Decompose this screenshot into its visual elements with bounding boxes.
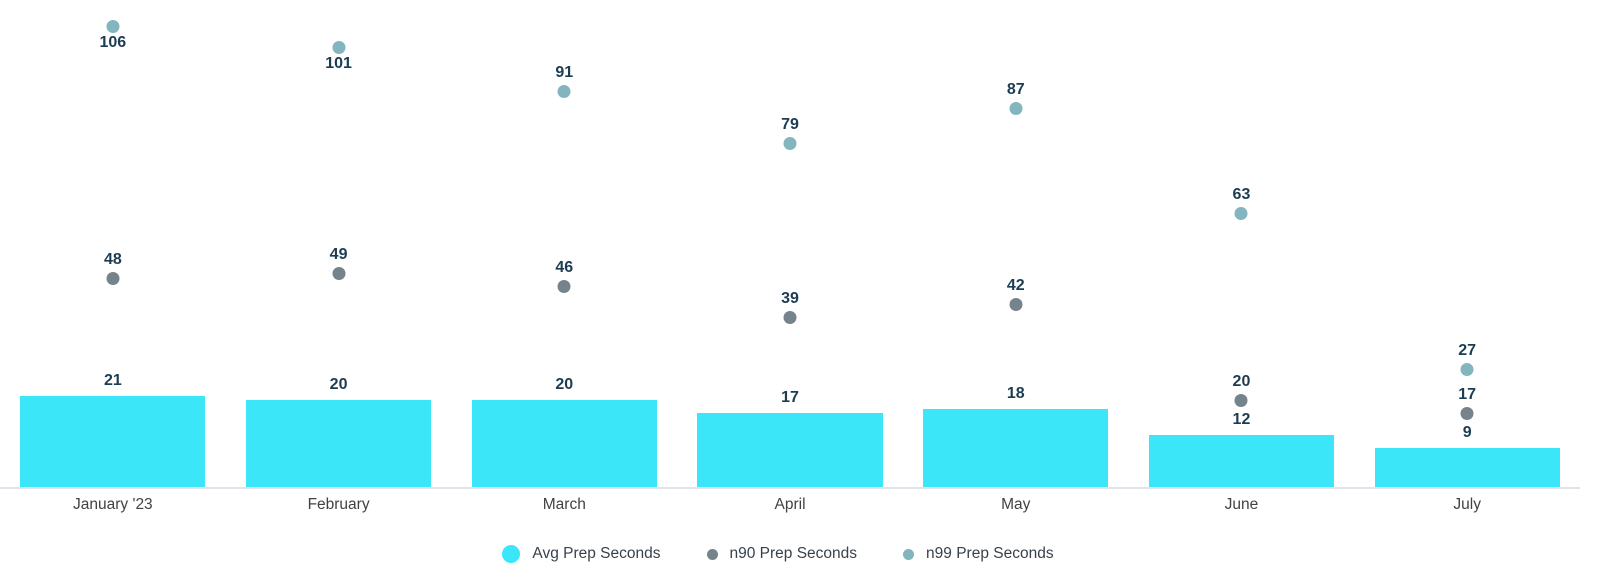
x-axis-label-july: July (1453, 496, 1481, 513)
point-value-label: 63 (1232, 185, 1251, 203)
point-value-label: 106 (99, 33, 127, 51)
dot-n99-prep-seconds-july[interactable] (1460, 363, 1474, 377)
x-axis-label-march: March (542, 496, 586, 513)
dot-n90-prep-seconds-april[interactable] (783, 310, 797, 324)
bar-value-label: 17 (781, 389, 799, 407)
point-value-label: 87 (1006, 81, 1025, 99)
dot-n90-prep-seconds-january-23[interactable] (106, 271, 120, 285)
legend-item-avg-prep-seconds[interactable]: Avg Prep Seconds (502, 545, 661, 563)
chart-column-july: 9 17 27 (1354, 0, 1580, 487)
point-value-label: 101 (325, 55, 352, 73)
dot-n99-prep-seconds-january-23[interactable] (106, 19, 120, 33)
chart-column-february: 20 49 101 (226, 0, 452, 487)
chart-column-april: 17 39 79 (677, 0, 903, 487)
dot-n90-prep-seconds-july[interactable] (1460, 406, 1474, 420)
dot-n90-prep-seconds-march[interactable] (557, 280, 571, 294)
x-axis-label-june: June (1224, 496, 1259, 513)
legend-label-n90-prep-seconds: n90 Prep Seconds (729, 545, 858, 562)
x-axis-label-april: April (774, 496, 806, 513)
bar-value-label: 20 (329, 376, 348, 394)
legend-label-avg-prep-seconds: Avg Prep Seconds (532, 545, 661, 562)
bar-value-label: 21 (103, 371, 122, 389)
bar-avg-prep-seconds-january-23[interactable] (20, 395, 206, 487)
bar-avg-prep-seconds-may[interactable] (923, 408, 1109, 487)
bar-avg-prep-seconds-june[interactable] (1148, 434, 1334, 487)
legend-item-n90-prep-seconds[interactable]: n90 Prep Seconds (706, 545, 858, 563)
point-value-label: 17 (1458, 385, 1477, 403)
point-value-label: 39 (781, 289, 799, 307)
x-axis-label-january-23: January '23 (73, 496, 153, 513)
bar-value-label: 12 (1232, 410, 1251, 428)
x-axis-labels: January '23 February March April May June July (0, 489, 1580, 521)
bar-avg-prep-seconds-march[interactable] (471, 400, 657, 487)
dot-n90-prep-seconds-june[interactable] (1234, 393, 1248, 407)
dot-n90-prep-seconds-february[interactable] (332, 267, 346, 281)
point-value-label: 46 (555, 259, 574, 277)
chart-plot-area: 21 48 106 20 49 101 20 46 91 17 39 79 18 42 87 12 20 63 9 1… (0, 0, 1580, 487)
bar-avg-prep-seconds-april[interactable] (697, 413, 883, 487)
point-value-label: 27 (1458, 342, 1477, 360)
n90-prep-seconds-swatch-icon (706, 548, 718, 560)
dot-n99-prep-seconds-april[interactable] (783, 137, 797, 150)
bar-value-label: 18 (1006, 384, 1025, 402)
chart-column-january-23: 21 48 106 (0, 0, 226, 487)
dot-n99-prep-seconds-february[interactable] (332, 41, 346, 55)
chart-legend: Avg Prep Seconds n90 Prep Seconds n99 Pr… (0, 545, 1556, 563)
chart-column-march: 20 46 91 (451, 0, 677, 487)
x-axis-line (0, 487, 1580, 489)
dot-n99-prep-seconds-may[interactable] (1009, 102, 1023, 116)
dot-n99-prep-seconds-june[interactable] (1234, 206, 1248, 220)
chart-column-may: 18 42 87 (903, 0, 1129, 487)
point-value-label: 49 (329, 246, 348, 264)
bar-avg-prep-seconds-february[interactable] (246, 400, 432, 487)
bar-avg-prep-seconds-july[interactable] (1374, 447, 1560, 487)
point-value-label: 91 (555, 63, 574, 81)
n99-prep-seconds-swatch-icon (903, 548, 915, 560)
x-axis-label-may: May (1001, 496, 1031, 513)
legend-item-n99-prep-seconds[interactable]: n99 Prep Seconds (903, 545, 1054, 563)
point-value-label: 42 (1006, 276, 1025, 294)
avg-prep-seconds-swatch-icon (502, 545, 521, 563)
point-value-label: 79 (781, 116, 799, 133)
bar-value-label: 9 (1462, 423, 1472, 441)
dot-n99-prep-seconds-march[interactable] (557, 84, 571, 98)
legend-label-n99-prep-seconds: n99 Prep Seconds (926, 545, 1054, 562)
bar-value-label: 20 (555, 376, 574, 394)
point-value-label: 20 (1232, 372, 1251, 390)
x-axis-label-february: February (307, 496, 370, 513)
chart-column-june: 12 20 63 (1129, 0, 1355, 487)
dot-n90-prep-seconds-may[interactable] (1009, 297, 1023, 311)
point-value-label: 48 (103, 250, 122, 268)
